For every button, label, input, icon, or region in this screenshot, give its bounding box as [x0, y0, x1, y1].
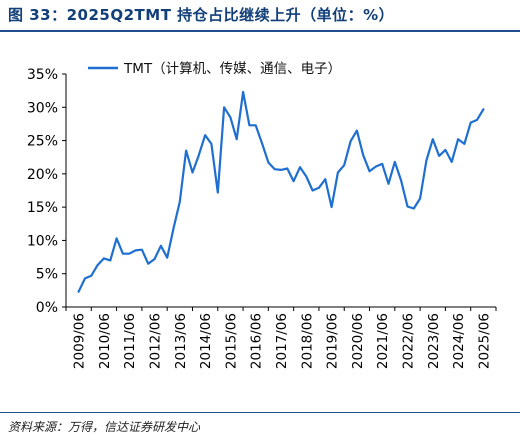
- title-divider: [0, 30, 520, 32]
- x-tick-label: 2015/06: [223, 313, 239, 369]
- y-tick-label: 35%: [27, 67, 58, 83]
- figure-title: 图 33：2025Q2TMT 持仓占比继续上升（单位：%）: [8, 6, 395, 24]
- y-tick-label: 5%: [36, 267, 58, 283]
- x-tick-label: 2017/06: [274, 313, 290, 369]
- x-tick-label: 2021/06: [375, 313, 391, 369]
- x-tick-label: 2020/06: [350, 313, 366, 369]
- legend: TMT（计算机、传媒、通信、电子）: [88, 61, 341, 77]
- x-tick-label: 2013/06: [173, 313, 189, 369]
- y-tick-label: 20%: [27, 167, 58, 183]
- x-tick-label: 2011/06: [122, 313, 138, 369]
- x-tick-label: 2009/06: [72, 313, 88, 369]
- x-tick-label: 2014/06: [198, 313, 214, 369]
- x-tick-label: 2019/06: [325, 313, 341, 369]
- x-tick-label: 2018/06: [299, 313, 315, 369]
- x-tick-label: 2016/06: [249, 313, 265, 369]
- x-tick-label: 2022/06: [400, 313, 416, 369]
- y-tick-label: 25%: [27, 134, 58, 150]
- source-note: 资料来源：万得，信达证券研发中心: [8, 420, 201, 434]
- source-divider: [0, 412, 520, 413]
- y-tick-label: 0%: [36, 300, 58, 316]
- x-tick-label: 2023/06: [426, 313, 442, 369]
- y-axis: 0% 5% 10% 15% 20% 25% 30% 35%: [27, 67, 67, 316]
- x-tick-label: 2025/06: [476, 313, 492, 369]
- series-layer: [77, 90, 485, 293]
- x-tick-label: 2012/06: [148, 313, 164, 369]
- legend-label: TMT（计算机、传媒、通信、电子）: [123, 61, 341, 77]
- y-tick-label: 15%: [27, 200, 58, 216]
- x-tick-label: 2024/06: [451, 313, 467, 369]
- tmt-holding-line-chart: 0% 5% 10% 15% 20% 25% 30% 35% 2009/06 2010/06 201…: [27, 61, 497, 369]
- x-axis: 2009/06 2010/06 2011/06 2012/06 2013/06 2014/…: [65, 306, 497, 369]
- y-tick-label: 10%: [27, 233, 58, 249]
- y-tick-label: 30%: [27, 100, 58, 116]
- x-tick-label: 2010/06: [97, 313, 113, 369]
- series-line-tmt: [77, 90, 485, 293]
